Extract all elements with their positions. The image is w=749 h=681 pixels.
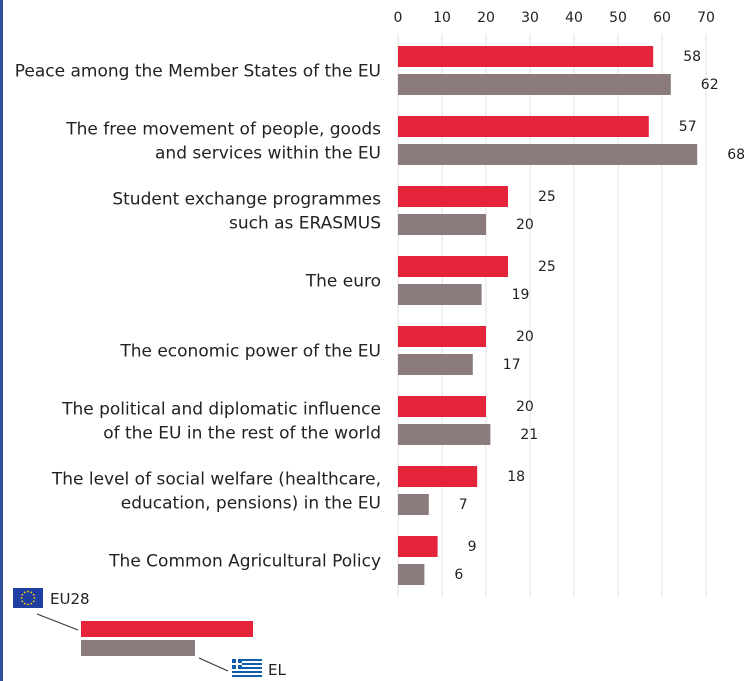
legend-swatch-el [81,640,195,656]
greece-flag-stripe [232,665,262,667]
greece-flag-cross-h [232,663,242,665]
bar-el [398,564,425,585]
category-label: The free movement of people, goods [65,120,381,140]
category-label: Peace among the Member States of the EU [15,62,381,82]
greece-flag-stripe [232,671,262,673]
bar-eu28 [398,186,508,207]
legend-leader-eu28 [36,613,79,631]
bar-eu28 [398,396,486,417]
eu-flag-star [33,597,36,599]
x-tick-label: 30 [521,10,539,26]
value-label: 25 [538,259,556,275]
x-tick-label: 60 [653,10,671,26]
bar-el [398,74,671,95]
frame-border [0,0,3,681]
eu-flag-star [30,591,33,594]
bar-el [398,494,429,515]
category-label: The euro [305,272,381,292]
eu-flag-star [32,593,35,596]
value-label: 9 [468,539,477,555]
category-label: such as ERASMUS [229,214,381,234]
eu-flag-field [13,588,43,608]
value-label: 20 [516,217,534,233]
x-tick-label: 70 [697,10,715,26]
value-label: 18 [507,469,525,485]
bar-eu28 [398,46,654,67]
value-label: 17 [503,357,521,373]
category-label: education, pensions) in the EU [121,494,381,514]
bar-eu28 [398,326,486,347]
greece-flag-stripe [232,673,262,675]
value-label: 25 [538,189,556,205]
x-axis-ticks: 0 10 20 30 40 50 60 70 [394,10,715,26]
x-tick-label: 40 [565,10,583,26]
eu-flag-star [21,600,24,603]
x-tick-label: 50 [609,10,627,26]
eu-flag-star [27,590,29,593]
bar-el [398,214,486,235]
eu-flag-star [23,591,26,594]
x-tick-label: 20 [477,10,495,26]
value-label: 68 [727,147,745,163]
legend: EU28 EL [13,588,286,679]
eu-flag-star [30,602,33,605]
value-label: 7 [459,497,468,513]
bar-eu28 [398,536,438,557]
bar-el [398,354,473,375]
eu-flag-star [20,597,23,599]
bar-el [398,144,698,165]
x-tick-label: 10 [433,10,451,26]
category-label: The political and diplomatic influence [61,400,381,420]
greece-flag-stripe [232,661,262,663]
category-label: of the EU in the rest of the world [103,424,381,444]
value-label: 20 [516,399,534,415]
value-label: 6 [454,567,463,583]
greece-flag-stripe [232,659,262,661]
value-label: 19 [512,287,530,303]
legend-leader-el [198,657,229,672]
eu-flag-icon [13,588,43,608]
bar-eu28 [398,466,478,487]
bar-eu28 [398,256,508,277]
bar-el [398,424,491,445]
category-label: The economic power of the EU [119,342,381,362]
legend-label-el: EL [268,661,286,679]
eu-flag-star [32,600,35,603]
category-label: and services within the EU [155,144,381,164]
greece-flag-icon [232,659,262,677]
value-label: 57 [679,119,697,135]
category-label: Student exchange programmes [112,190,381,210]
greece-flag-stripe [232,669,262,671]
value-label: 62 [701,77,719,93]
value-label: 58 [683,49,701,65]
legend-swatch-eu28 [81,621,253,637]
category-label: The Common Agricultural Policy [108,552,381,572]
value-label: 20 [516,329,534,345]
category-labels: Peace among the Member States of the EU T… [15,62,381,572]
value-label: 21 [520,427,538,443]
eu-flag-star [23,602,26,605]
eu-flag-star [21,593,24,596]
eu-flag-star [27,603,29,606]
greece-flag-stripe [232,675,262,677]
greece-flag-stripe [232,663,262,665]
legend-label-eu28: EU28 [50,590,90,608]
greece-flag-stripe [232,667,262,669]
x-tick-label: 0 [394,10,403,26]
bar-eu28 [398,116,649,137]
bar-el [398,284,482,305]
category-label: The level of social welfare (healthcare, [51,470,381,490]
